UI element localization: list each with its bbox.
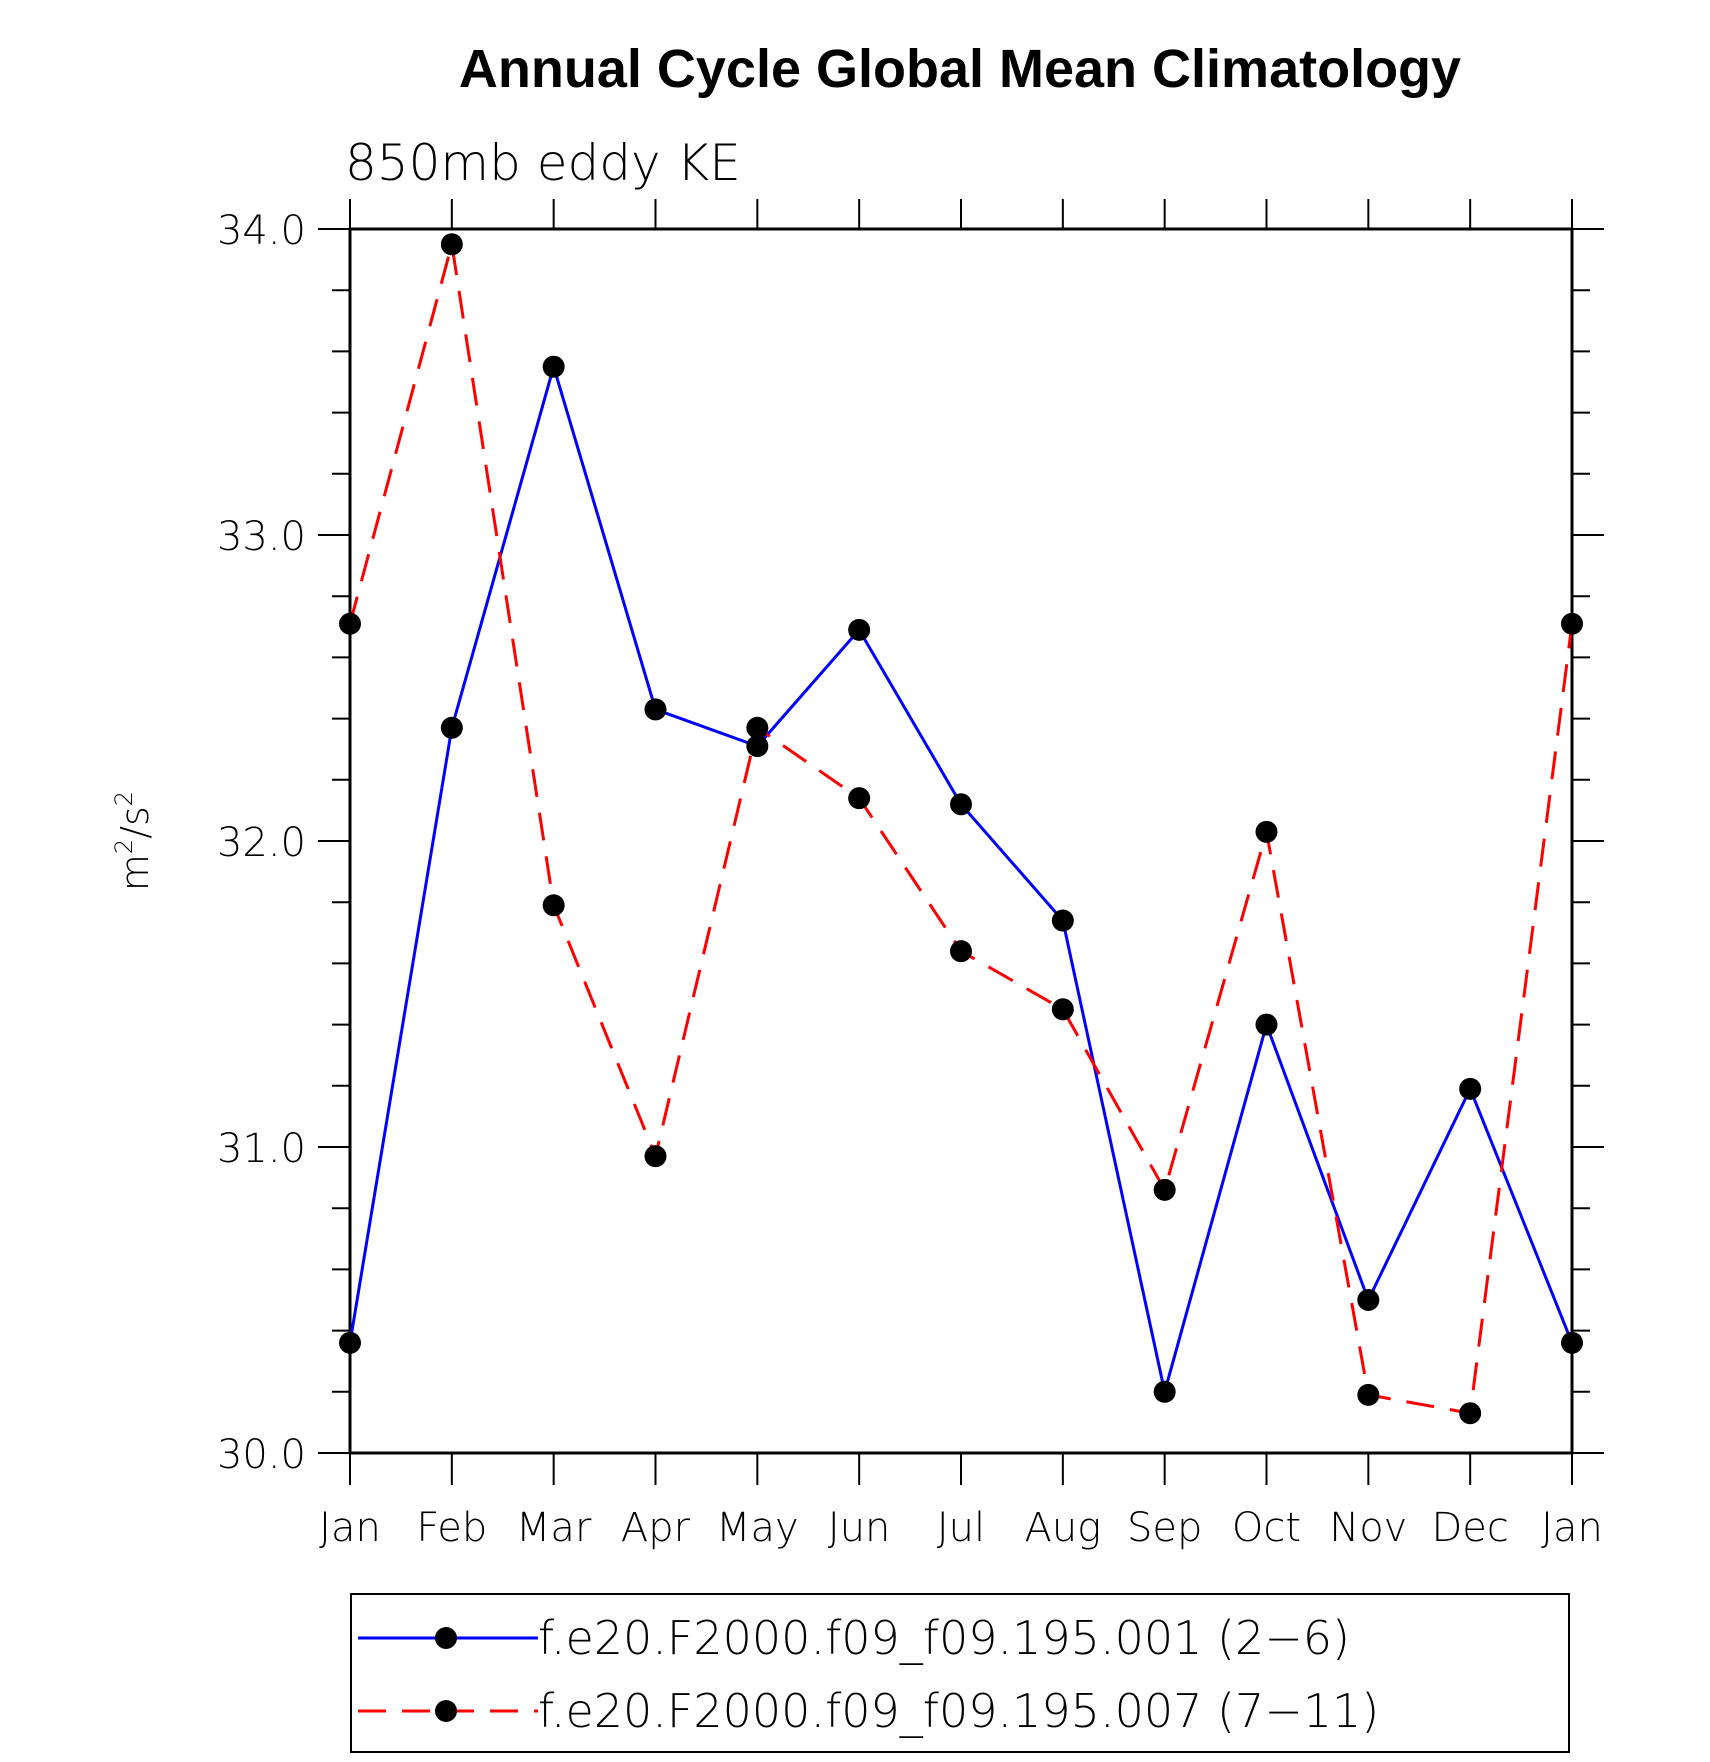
data-point-series-2 <box>542 894 565 917</box>
axes: 30.0 31.0 32.0 33.0 34.0 Jan Feb Mar Apr May Jun Ju… <box>217 199 1604 1551</box>
x-tick-label: Mar <box>516 1505 592 1551</box>
data-point-series-1 <box>1051 909 1074 932</box>
data-point-series-2 <box>848 787 871 810</box>
y-tick-label: 34.0 <box>217 208 306 254</box>
data-point-series-2 <box>1459 1402 1482 1425</box>
y-tick-label: 33.0 <box>217 514 306 560</box>
x-tick-label: Dec <box>1431 1505 1508 1551</box>
data-point-series-2 <box>950 940 972 963</box>
legend-marker-series-1 <box>435 1627 457 1649</box>
x-tick-label: Oct <box>1232 1505 1301 1551</box>
chart-title: Annual Cycle Global Mean Climatology <box>459 39 1461 99</box>
x-tick-label: Aug <box>1024 1505 1101 1551</box>
data-point-series-1 <box>1561 1331 1583 1354</box>
data-point-series-2 <box>1357 1383 1380 1406</box>
legend-marker-series-2 <box>435 1700 457 1722</box>
series-line-1 <box>348 361 1574 1393</box>
data-point-series-1 <box>339 1331 361 1354</box>
series-line-2 <box>348 243 1574 1415</box>
x-tick-label: Sep <box>1127 1505 1202 1551</box>
legend: f.e20.F2000.f09_f09.195.001 (2−6) f.e20.… <box>350 1593 1570 1753</box>
x-tick-label: Feb <box>416 1505 487 1551</box>
x-tick-label: Jun <box>828 1505 891 1551</box>
x-tick-label: Nov <box>1329 1505 1407 1551</box>
x-tick-label: Jul <box>937 1505 985 1551</box>
data-point-series-1 <box>1255 1013 1278 1036</box>
chart-subtitle: 850mb eddy KE <box>345 134 741 192</box>
data-point-series-1 <box>644 698 667 721</box>
data-point-series-2 <box>1153 1178 1176 1201</box>
plot-frame <box>348 227 1574 1455</box>
legend-label-series-2: f.e20.F2000.f09_f09.195.007 (7−11) <box>538 1684 1379 1738</box>
data-point-series-1 <box>1357 1289 1380 1311</box>
data-point-series-2 <box>339 612 361 635</box>
series-layer <box>339 233 1583 1425</box>
data-point-series-2 <box>1051 998 1074 1021</box>
data-point-series-1 <box>950 793 972 816</box>
data-point-series-2 <box>1561 612 1583 635</box>
x-tick-label: Jan <box>1541 1505 1603 1551</box>
y-tick-label: 30.0 <box>217 1432 306 1478</box>
data-point-series-1 <box>1459 1077 1482 1100</box>
x-tick-label: May <box>716 1505 799 1551</box>
y-axis-label: m2/s2 <box>110 791 157 891</box>
data-point-series-2 <box>644 1145 667 1168</box>
y-tick-label: 31.0 <box>217 1126 306 1172</box>
data-point-series-2 <box>746 716 769 739</box>
legend-label-series-1: f.e20.F2000.f09_f09.195.001 (2−6) <box>538 1611 1350 1665</box>
x-tick-label: Apr <box>621 1505 691 1551</box>
y-tick-label: 32.0 <box>217 820 306 866</box>
x-tick-label: Jan <box>319 1505 381 1551</box>
data-point-series-1 <box>1153 1380 1176 1403</box>
data-point-series-1 <box>848 618 871 641</box>
data-point-series-1 <box>440 716 463 739</box>
legend-box <box>350 1593 1570 1753</box>
data-point-series-2 <box>440 233 463 256</box>
data-point-series-1 <box>746 735 769 758</box>
data-point-series-2 <box>1255 820 1278 843</box>
data-point-series-1 <box>542 355 565 378</box>
